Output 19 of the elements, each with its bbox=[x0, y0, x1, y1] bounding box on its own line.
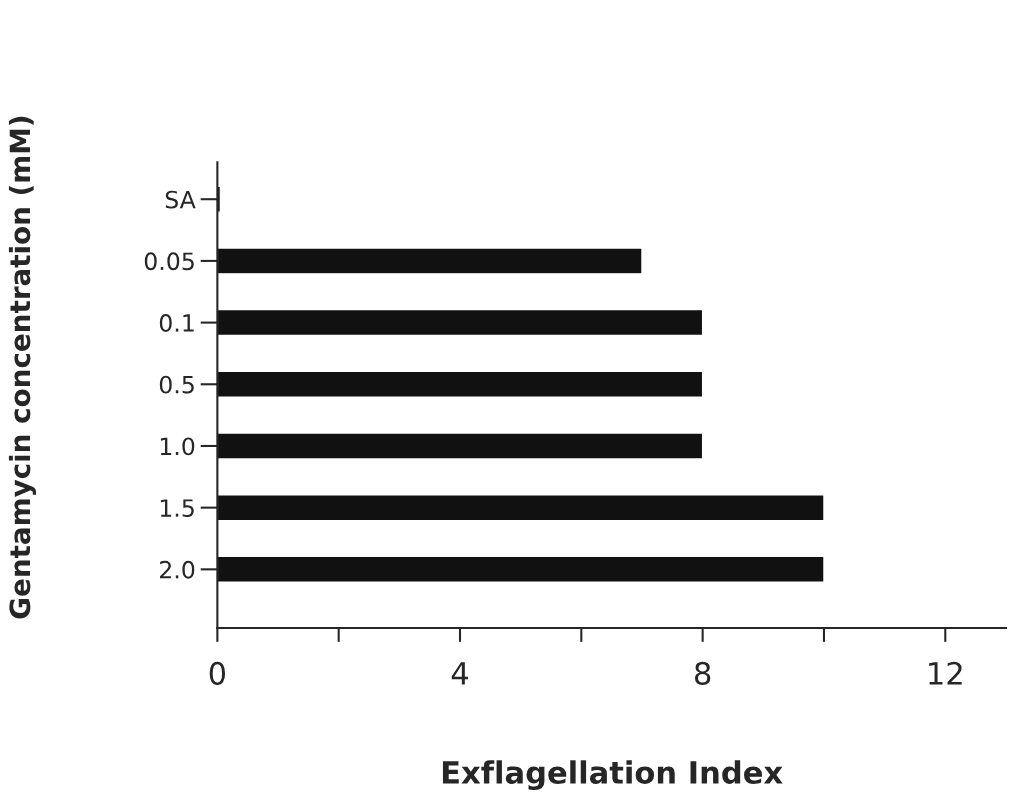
y-tick-label: SA bbox=[165, 190, 196, 209]
y-tick-label: 1.0 bbox=[160, 437, 195, 456]
x-tick-label: 0 bbox=[209, 661, 226, 685]
y-tick-label: 0.05 bbox=[144, 252, 194, 271]
y-axis-title: Gentamycin concentration (mM) bbox=[8, 116, 36, 619]
bar bbox=[217, 308, 704, 337]
y-tick-label: 2.0 bbox=[160, 560, 195, 579]
y-tick-label: 0.1 bbox=[159, 314, 194, 332]
bar bbox=[217, 432, 704, 460]
bar bbox=[217, 370, 704, 398]
x-tick-label: 12 bbox=[929, 661, 962, 685]
x-tick-label: 8 bbox=[695, 661, 711, 685]
x-tick-label: 4 bbox=[451, 662, 469, 685]
y-tick-label: 0.5 bbox=[159, 375, 194, 394]
bar bbox=[217, 247, 643, 275]
y-tick-label: 1.5 bbox=[160, 499, 194, 517]
bar bbox=[217, 494, 825, 522]
x-axis-title: Exflagellation Index bbox=[442, 760, 783, 791]
bar bbox=[217, 555, 825, 583]
